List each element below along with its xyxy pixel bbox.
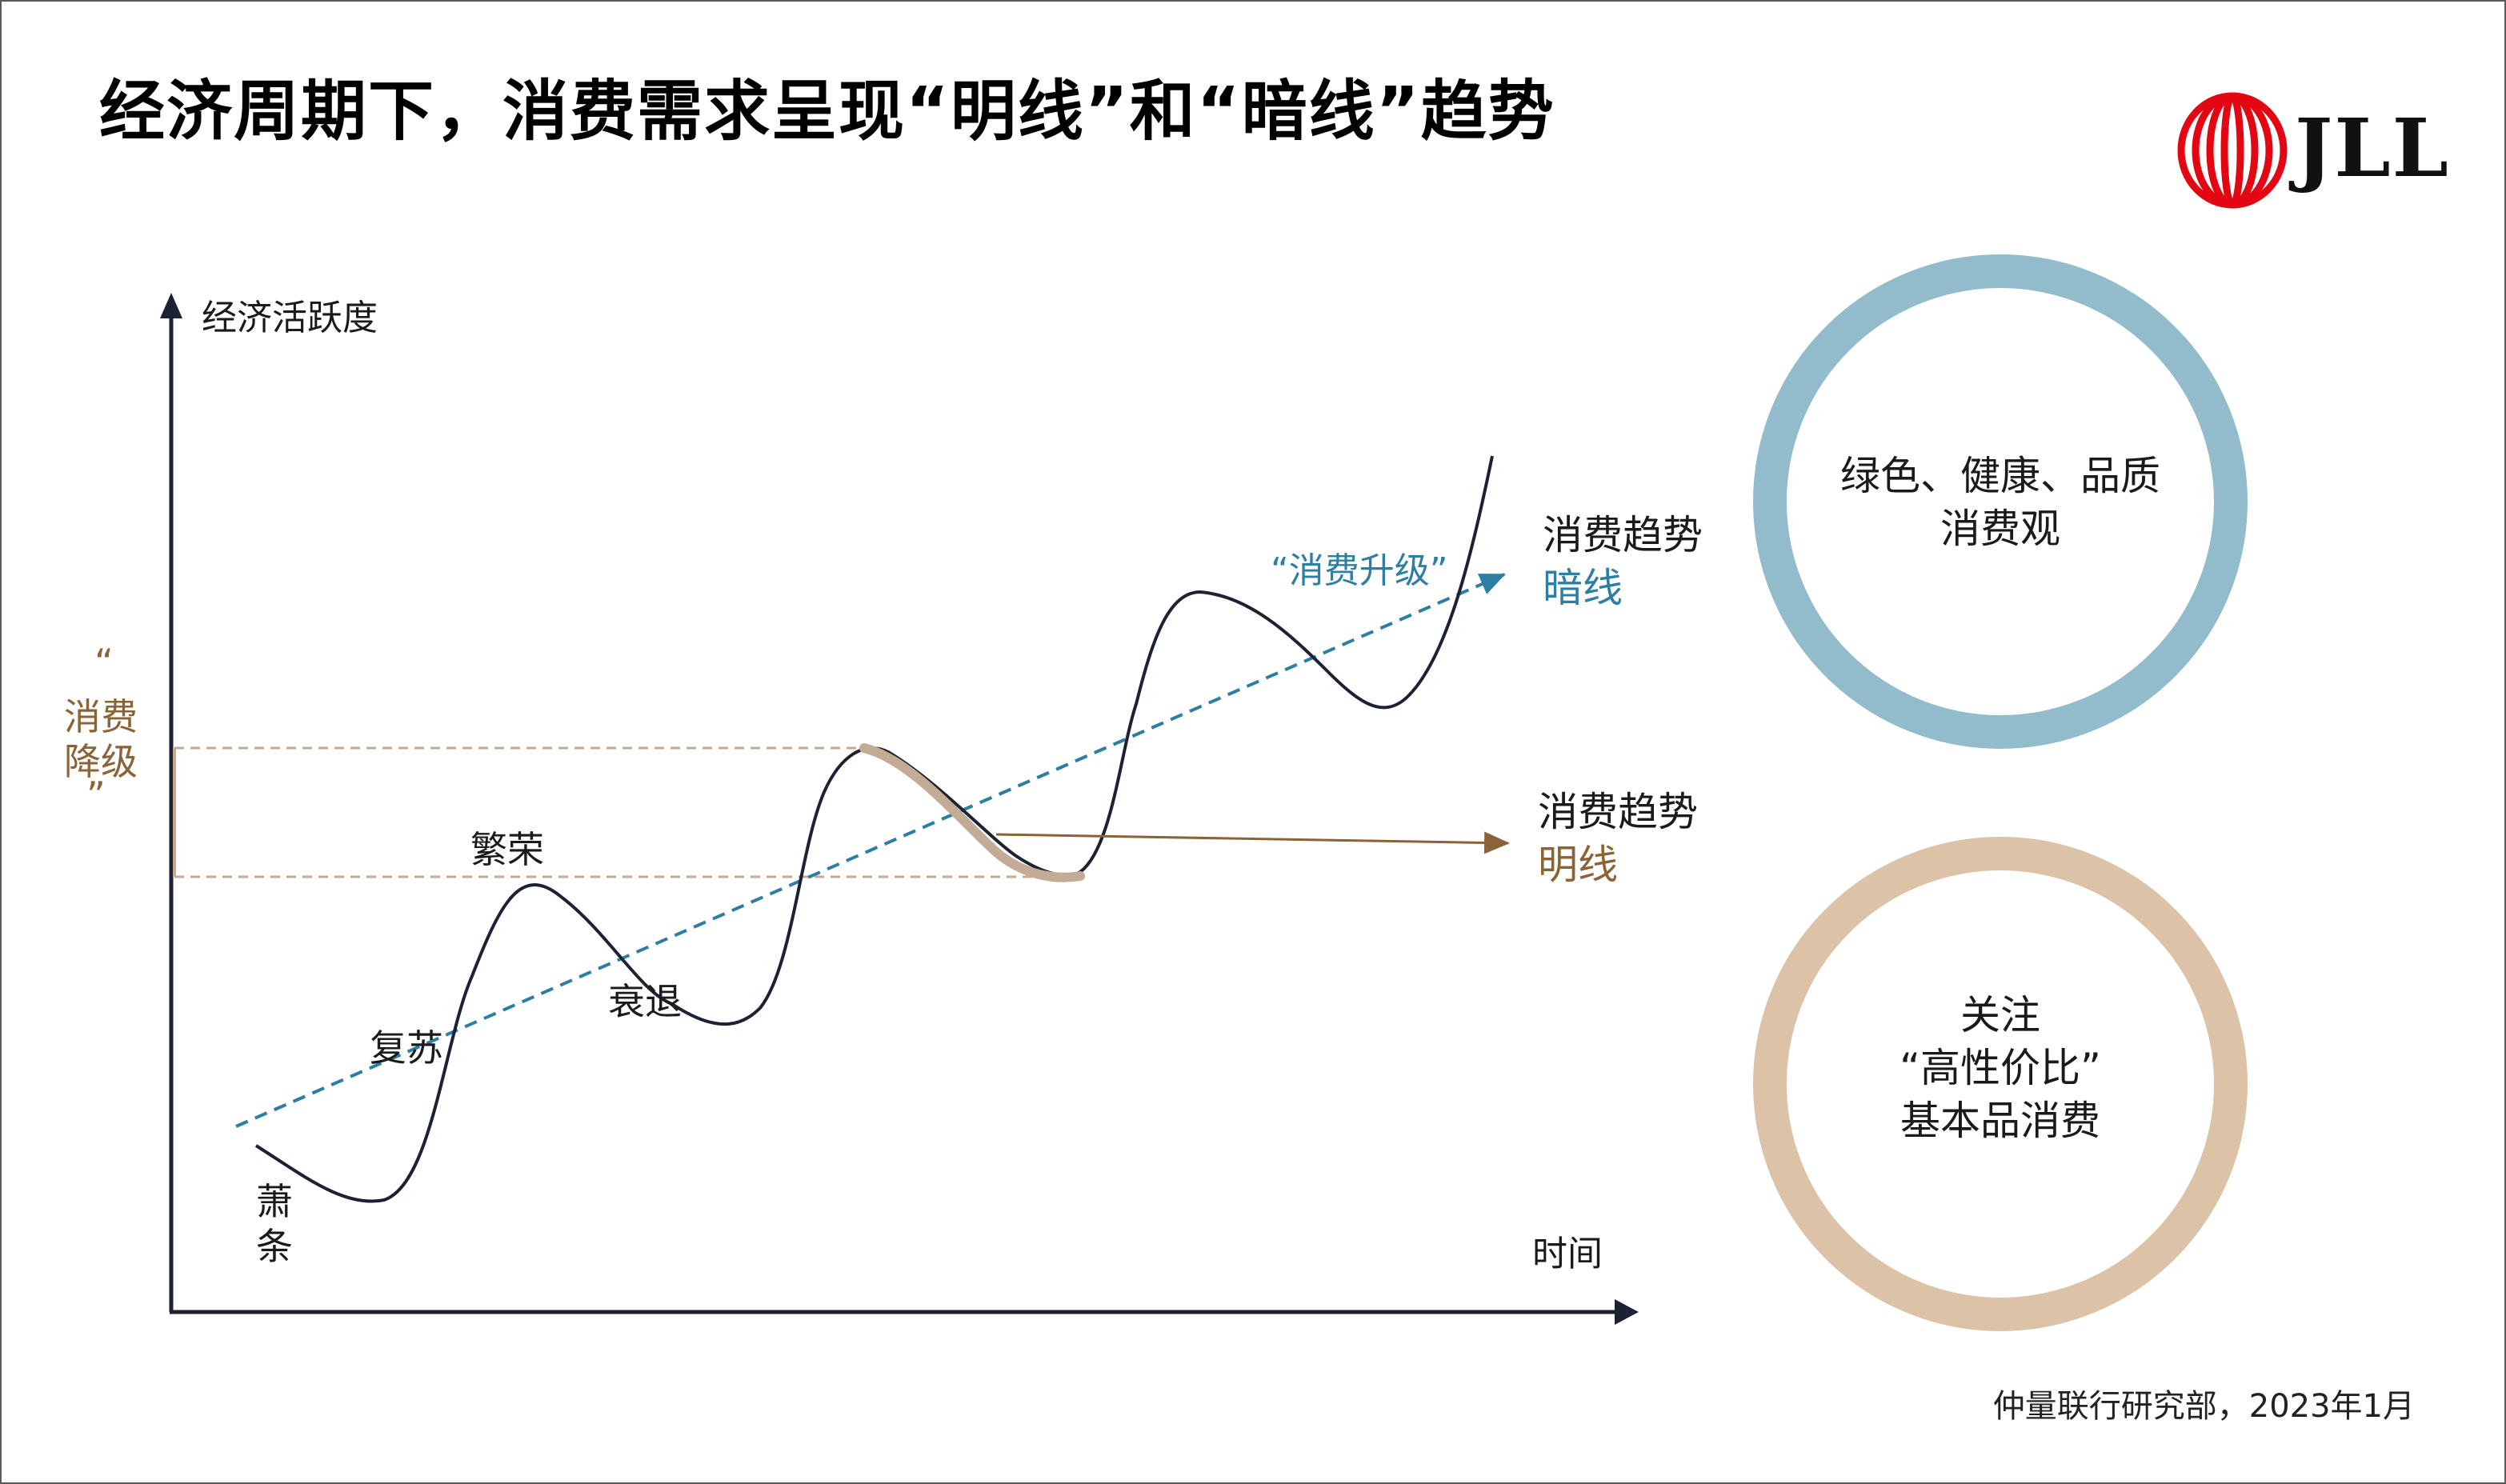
jll-logo: JLL [2176, 86, 2448, 214]
downgrade-close-quote: ” [86, 774, 106, 817]
dark-line-label: 暗线 [1543, 565, 1623, 611]
source-footer: 仲量联行研究部，2023年1月 [1992, 1388, 2415, 1425]
phase-prosperity: 繁荣 [470, 828, 544, 871]
bright-line-label: 明线 [1538, 842, 1618, 888]
phase-recession-low-1: 萧 [256, 1180, 293, 1223]
circle-bottom-line2: “高性价比” [1900, 1045, 2101, 1091]
x-axis-arrowhead [1615, 1299, 1639, 1325]
circle-top-line1: 绿色、健康、品质 [1840, 453, 2160, 499]
bright-line-title: 消费趋势 [1538, 789, 1698, 835]
x-axis-label: 时间 [1532, 1234, 1603, 1274]
circle-bottom-line3: 基本品消费 [1900, 1098, 2100, 1144]
circle-value-basic [1753, 837, 2248, 1331]
jll-logo-icon [2177, 92, 2288, 209]
downgrade-label-line1: 消费 [64, 695, 138, 738]
consumption-bright-trend [995, 831, 1510, 854]
circle-top-text: 绿色、健康、品质 消费观 [1824, 450, 2176, 555]
downgrade-open-quote: “ [94, 641, 114, 684]
downgrade-label-line2: 降级 [64, 740, 138, 783]
circle-green-quality [1753, 254, 2248, 749]
consumption-upgrade-trend [235, 573, 1506, 1128]
upgrade-label: “消费升级” [1271, 550, 1448, 591]
phase-decline: 衰退 [608, 980, 682, 1023]
jll-logo-text: JLL [2295, 101, 2450, 195]
phase-recovery: 复苏 [370, 1026, 443, 1070]
circle-bottom-text: 关注 “高性价比” 基本品消费 [1824, 989, 2176, 1147]
circle-bottom-line1: 关注 [1960, 992, 2040, 1038]
page-title: 经济周期下，消费需求呈现“明线”和“暗线”趋势 [99, 74, 1555, 150]
downgrade-segment-highlight [859, 743, 1085, 882]
y-axis-label: 经济活跃度 [202, 298, 378, 338]
y-axis-arrowhead [160, 293, 182, 318]
phase-recession-low-2: 条 [256, 1225, 293, 1268]
dark-line-title: 消费趋势 [1543, 512, 1703, 558]
circle-top-line2: 消费观 [1940, 506, 2060, 552]
